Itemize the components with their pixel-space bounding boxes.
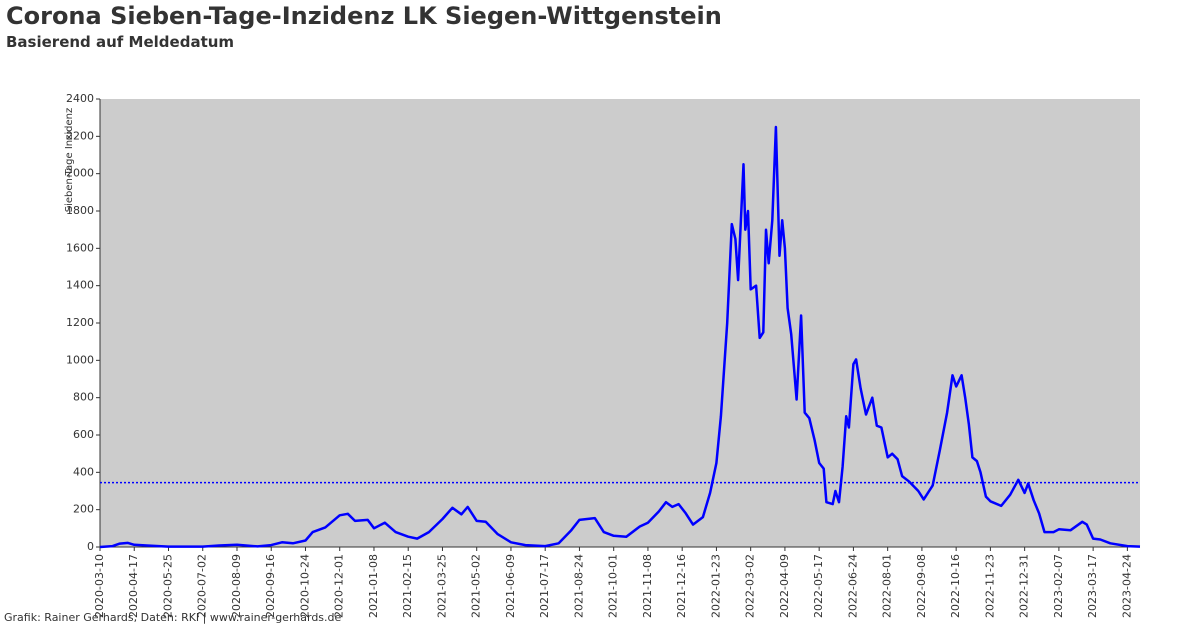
y-tick-label: 0: [87, 540, 94, 553]
x-tick-label: 2020-07-02: [196, 554, 209, 618]
x-tick-label: 2020-09-16: [264, 554, 277, 618]
x-tick-label: 2021-07-17: [538, 554, 551, 618]
x-tick-label: 2020-12-01: [333, 554, 346, 618]
y-tick-label: 800: [73, 391, 94, 404]
footer: Grafik: Rainer Gerhards, Daten: RKI | ww…: [4, 611, 342, 624]
x-tick-label: 2022-11-23: [983, 554, 996, 618]
y-tick-label: 1800: [66, 204, 94, 217]
x-tick-label: 2023-03-17: [1086, 554, 1099, 618]
y-tick-label: 400: [73, 465, 94, 478]
y-tick-label: 1000: [66, 353, 94, 366]
x-tick-label: 2022-12-31: [1018, 554, 1031, 618]
x-tick-label: 2021-06-09: [504, 554, 517, 618]
y-tick-label: 200: [73, 503, 94, 516]
y-tick-label: 2200: [66, 129, 94, 142]
plot-background: [100, 99, 1140, 547]
x-tick-label: 2021-05-02: [470, 554, 483, 618]
x-tick-label: 2020-03-10: [93, 554, 106, 618]
x-tick-label: 2022-09-08: [915, 554, 928, 618]
x-tick-label: 2020-08-09: [230, 554, 243, 618]
y-tick-label: 2400: [66, 92, 94, 105]
x-tick-label: 2021-11-08: [641, 554, 654, 618]
x-tick-label: 2022-05-17: [812, 554, 825, 618]
x-tick-label: 2020-04-17: [127, 554, 140, 618]
x-tick-label: 2020-05-25: [161, 554, 174, 618]
x-tick-label: 2022-10-16: [949, 554, 962, 618]
x-tick-label: 2023-04-24: [1120, 554, 1133, 618]
chart-title: Corona Sieben-Tage-Inzidenz LK Siegen-Wi…: [6, 2, 722, 30]
x-tick-label: 2021-03-25: [435, 554, 448, 618]
x-tick-label: 2022-06-24: [846, 554, 859, 618]
chart-subtitle: Basierend auf Meldedatum: [6, 33, 234, 51]
x-tick-label: 2022-01-23: [709, 554, 722, 618]
x-tick-label: 2022-03-02: [744, 554, 757, 618]
x-tick-label: 2022-08-01: [881, 554, 894, 618]
y-tick-label: 2000: [66, 167, 94, 180]
y-axis-label: Sieben-Tage Inzidenz: [64, 108, 75, 212]
x-tick-label: 2021-10-01: [607, 554, 620, 618]
y-tick-label: 600: [73, 428, 94, 441]
x-tick-label: 2021-02-15: [401, 554, 414, 618]
x-tick-label: 2022-04-09: [778, 554, 791, 618]
x-tick-label: 2021-08-24: [572, 554, 585, 618]
y-tick-label: 1200: [66, 316, 94, 329]
x-tick-label: 2020-10-24: [298, 554, 311, 618]
y-tick-label: 1400: [66, 279, 94, 292]
x-tick-label: 2023-02-07: [1052, 554, 1065, 618]
y-tick-label: 1600: [66, 241, 94, 254]
x-tick-label: 2021-01-08: [367, 554, 380, 618]
data-line: [99, 125, 1141, 549]
x-tick-label: 2021-12-16: [675, 554, 688, 618]
